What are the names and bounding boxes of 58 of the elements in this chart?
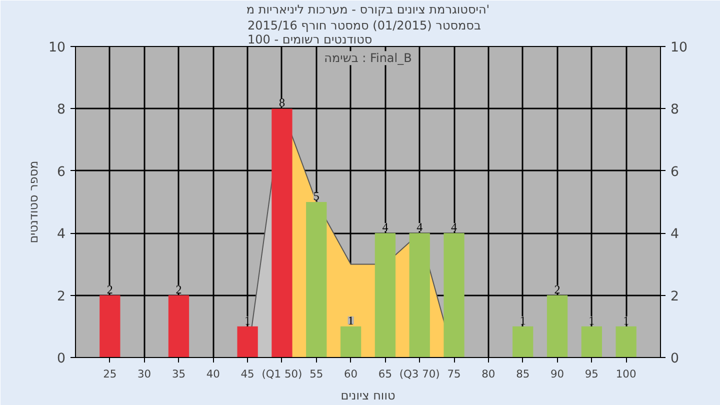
data-label: 1 — [244, 313, 251, 328]
bar — [546, 295, 568, 358]
bar — [616, 326, 636, 358]
x-tick-label: 85 — [516, 368, 530, 380]
y-tick-label: 2 — [57, 289, 66, 304]
x-tick-label: 45 — [240, 368, 254, 380]
bar — [444, 233, 464, 358]
data-label: 5 — [313, 189, 320, 203]
x-tick-label: 80 — [482, 368, 496, 380]
x-tick-label: (Q1 50) — [262, 368, 302, 380]
y-axis-title: מספר סטודנטים — [26, 160, 41, 244]
x-tick-label: 60 — [344, 368, 358, 380]
x-tick-label: 40 — [206, 368, 220, 380]
y2-tick-label: 10 — [670, 40, 688, 56]
bar — [237, 326, 258, 358]
x-tick-label: 65 — [378, 368, 392, 380]
x-tick-label: 25 — [103, 368, 117, 380]
data-label: 2 — [554, 282, 560, 296]
y2-tick-label: 0 — [670, 352, 679, 366]
y2-tick-label: 4 — [670, 227, 679, 242]
chart-subtitle: בסמסטר (01/2015) סמסטר חורף 2015/16 סטודנטים רשומים - 100 — [247, 18, 481, 46]
annotation: בשימה : Final_B — [324, 51, 412, 66]
bar — [168, 295, 190, 358]
chart-title: היסטוגרמת ציונים בקורס - מערכות ליניאריות מ' — [246, 2, 490, 16]
bar — [409, 233, 430, 358]
bar — [374, 233, 396, 358]
y2-tick-label: 6 — [670, 164, 679, 180]
y-tick-label: 10 — [48, 40, 66, 56]
y-tick-label: 6 — [57, 164, 66, 180]
data-label: 1 — [520, 313, 526, 328]
data-label: 4 — [451, 220, 458, 234]
y-tick-label: 4 — [57, 227, 66, 242]
bar — [340, 326, 362, 358]
y2-tick-label: 8 — [670, 102, 679, 118]
x-tick-label: 75 — [447, 368, 461, 380]
x-tick-label: 100 — [616, 368, 636, 380]
bar — [306, 202, 327, 358]
data-label: 1 — [588, 313, 595, 328]
data-label: 4 — [382, 220, 388, 234]
x-axis-title: טווח ציונים — [340, 388, 396, 402]
x-tick-label: 55 — [310, 368, 324, 380]
x-tick-label: 30 — [138, 368, 152, 380]
data-label: 1 — [348, 313, 354, 328]
data-label: 8 — [278, 96, 285, 110]
data-label: 1 — [623, 313, 630, 328]
bar — [512, 326, 534, 358]
x-tick-label: 90 — [550, 368, 564, 380]
x-tick-label: 95 — [584, 368, 598, 380]
bar — [100, 295, 120, 358]
data-label: 2 — [106, 282, 113, 296]
x-tick-label: 35 — [172, 368, 186, 380]
y2-tick-label: 2 — [670, 289, 679, 304]
data-label: 4 — [416, 220, 423, 234]
y-tick-label: 8 — [57, 102, 66, 118]
y-tick-label: 0 — [57, 352, 66, 366]
bar — [581, 326, 602, 358]
x-tick-label: (Q3 70) — [399, 368, 440, 380]
data-label: 2 — [176, 282, 182, 296]
